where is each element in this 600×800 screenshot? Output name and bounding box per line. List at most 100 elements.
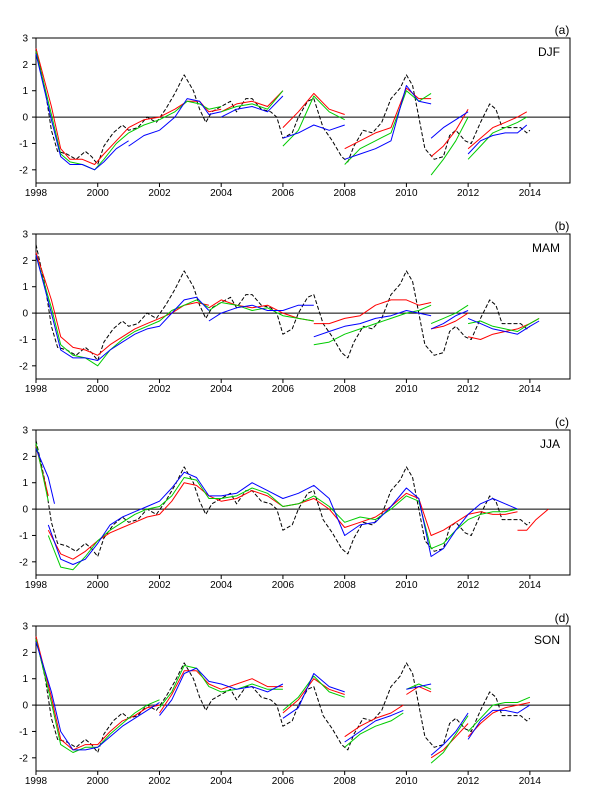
series-line-red: [517, 508, 549, 531]
series-line-red: [159, 100, 222, 118]
series-line-blue: [467, 704, 531, 740]
series-line-red: [430, 723, 469, 759]
series-line-blue: [344, 85, 432, 160]
series-line-green: [430, 304, 469, 325]
x-tick-label: 2004: [210, 776, 233, 787]
y-tick-label: -1: [19, 531, 28, 542]
series-line-green: [282, 675, 345, 711]
panel-djf: 3 2 1 0 -1 -2 1998 2000 2002 2004 2006 2008 2010 2012…: [19, 23, 571, 199]
x-tick-label: 2014: [519, 580, 542, 591]
panel-mam: 3 2 1 0 -1 -2 1998 2000 2002 2004 2006 2008 2010 2012…: [19, 219, 571, 395]
x-tick-label: 2006: [272, 776, 295, 787]
x-tick-label: 2012: [457, 188, 480, 199]
y-tick-label: 3: [22, 34, 28, 45]
series-line-green: [344, 712, 404, 748]
series-line-red: [430, 312, 469, 330]
y-tick-label: 0: [22, 309, 28, 320]
x-tick-label: 2012: [457, 776, 480, 787]
series-line-blue: [47, 471, 518, 565]
series-line-blue: [467, 124, 528, 155]
series-line-blue: [128, 129, 160, 147]
series-line-green: [313, 304, 432, 346]
y-tick-label: 0: [22, 113, 28, 124]
series-line-green: [159, 100, 222, 121]
series-line-blue: [35, 448, 55, 504]
x-tick-label: 2012: [457, 384, 480, 395]
series-line-red: [430, 108, 469, 157]
series-line-red: [282, 678, 345, 714]
x-tick-label: 2008: [334, 188, 357, 199]
y-tick-label: -2: [19, 165, 28, 176]
series-line-red: [159, 670, 283, 714]
y-tick-label: 2: [22, 60, 28, 71]
x-tick-label: 2000: [87, 580, 110, 591]
x-tick-label: 2000: [87, 776, 110, 787]
series-line-black: [35, 244, 531, 361]
x-tick-label: 2008: [334, 384, 357, 395]
panel-label: (c): [555, 415, 569, 429]
series-line-blue: [467, 317, 540, 335]
series-line-green: [467, 317, 540, 332]
x-tick-label: 2004: [210, 384, 233, 395]
y-tick-label: 0: [22, 505, 28, 516]
x-tick-label: 2002: [148, 776, 171, 787]
series-line-blue: [406, 683, 432, 690]
y-tick-label: 2: [22, 256, 28, 267]
series-line-red: [128, 116, 160, 129]
x-tick-label: 2006: [272, 580, 295, 591]
series-line-green: [430, 715, 469, 764]
y-tick-label: 2: [22, 452, 28, 463]
series-line-blue: [35, 53, 129, 171]
y-tick-label: -2: [19, 753, 28, 764]
y-tick-label: 0: [22, 701, 28, 712]
x-tick-label: 2014: [519, 188, 542, 199]
x-tick-label: 2010: [395, 580, 418, 591]
series-line-blue: [282, 673, 345, 719]
series-line-red: [220, 90, 284, 113]
x-tick-label: 2004: [210, 580, 233, 591]
series-line-black: [35, 48, 531, 165]
panel-label: (a): [555, 23, 570, 37]
series-line-green: [344, 90, 432, 165]
series-line-green: [159, 665, 283, 709]
series-line-green: [282, 95, 345, 147]
series-line-blue: [282, 124, 345, 139]
x-tick-label: 2010: [395, 776, 418, 787]
series-line-green: [221, 90, 284, 113]
series-line-black: [35, 636, 531, 753]
series-line-blue: [159, 98, 222, 131]
series-line-blue: [35, 641, 160, 751]
y-tick-label: 1: [22, 282, 28, 293]
plot-frame: [35, 37, 571, 184]
y-tick-label: 1: [22, 86, 28, 97]
series-line-green: [430, 116, 469, 176]
series-line-green: [35, 254, 210, 367]
x-tick-label: 2000: [87, 188, 110, 199]
series-line-black: [35, 440, 531, 557]
series-line-blue: [35, 254, 210, 361]
series-line-blue: [313, 310, 432, 338]
panel-label: (d): [555, 611, 570, 625]
series-line-blue: [430, 712, 469, 756]
x-tick-label: 1998: [25, 188, 48, 199]
season-label: JJA: [540, 437, 560, 451]
series-line-green: [467, 696, 531, 732]
x-tick-label: 2004: [210, 188, 233, 199]
season-label: DJF: [538, 45, 560, 59]
series-line-blue: [159, 667, 284, 716]
x-tick-label: 2006: [272, 188, 295, 199]
x-tick-label: 2000: [87, 384, 110, 395]
plot-frame: [35, 233, 571, 380]
x-tick-label: 2002: [148, 384, 171, 395]
series-line-red: [313, 299, 432, 325]
season-label: MAM: [532, 241, 560, 255]
series-line-green: [128, 119, 160, 134]
x-tick-label: 2008: [334, 776, 357, 787]
x-tick-label: 2002: [148, 188, 171, 199]
y-tick-label: 3: [22, 622, 28, 633]
panel-son: 3 2 1 0 -1 -2 1998 2000 2002 2004 2006 2008 2010 2012…: [19, 611, 571, 787]
y-tick-label: -1: [19, 727, 28, 738]
panel-label: (b): [555, 219, 570, 233]
series-line-red: [282, 92, 345, 128]
